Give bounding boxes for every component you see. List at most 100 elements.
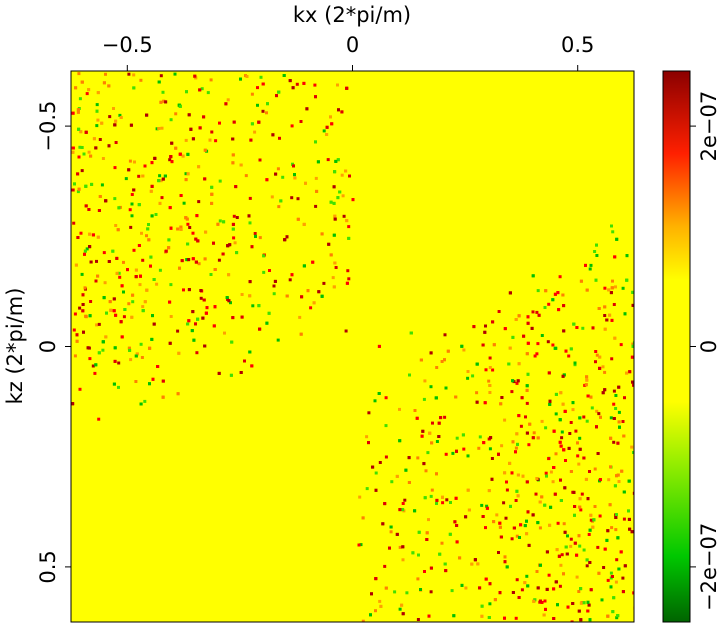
speckle — [526, 372, 530, 376]
speckle — [299, 120, 303, 123]
speckle — [290, 273, 294, 277]
speckle — [437, 421, 441, 425]
speckle — [88, 232, 92, 236]
speckle — [492, 343, 496, 347]
speckle — [430, 441, 434, 445]
speckle — [206, 91, 210, 95]
speckle — [168, 158, 172, 162]
speckle — [204, 311, 208, 315]
speckle — [85, 92, 89, 96]
speckle — [593, 250, 597, 253]
speckle — [509, 504, 512, 508]
speckle — [194, 322, 197, 326]
speckle — [228, 243, 232, 247]
speckle — [401, 612, 405, 616]
speckle — [631, 303, 634, 307]
speckle — [625, 278, 629, 282]
speckle — [196, 317, 200, 321]
speckle — [464, 586, 468, 590]
speckle — [112, 107, 115, 110]
speckle — [127, 302, 131, 306]
speckle — [608, 313, 612, 317]
speckle — [417, 553, 420, 557]
speckle — [430, 488, 434, 492]
speckle — [612, 440, 616, 444]
speckle — [477, 446, 481, 450]
speckle — [150, 337, 154, 341]
speckle — [571, 401, 575, 405]
speckle — [475, 400, 479, 404]
speckle — [152, 322, 156, 326]
speckle — [613, 336, 617, 340]
speckle — [155, 127, 159, 131]
speckle — [411, 551, 415, 555]
speckle — [564, 545, 568, 549]
speckle — [478, 435, 482, 439]
speckle — [567, 354, 571, 358]
speckle — [623, 312, 627, 316]
speckle — [588, 618, 592, 622]
speckle — [609, 571, 613, 575]
speckle — [547, 371, 551, 375]
speckle — [632, 341, 634, 345]
speckle — [143, 399, 147, 403]
speckle — [157, 179, 161, 183]
speckle — [471, 374, 475, 378]
speckle — [612, 596, 616, 600]
speckle — [417, 530, 421, 534]
speckle — [435, 501, 438, 505]
speckle — [577, 590, 581, 593]
speckle — [554, 346, 558, 350]
speckle — [549, 505, 553, 509]
speckle — [523, 581, 527, 585]
speckle — [511, 335, 515, 339]
speckle — [185, 90, 188, 94]
speckle — [632, 591, 634, 595]
speckle — [497, 310, 501, 313]
speckle — [186, 152, 190, 156]
speckle — [225, 296, 229, 299]
speckle — [493, 598, 497, 602]
speckle — [232, 236, 236, 240]
speckle — [610, 526, 614, 530]
speckle — [217, 371, 221, 375]
speckle — [290, 196, 294, 200]
speckle — [302, 222, 306, 226]
speckle — [381, 522, 385, 526]
speckle — [98, 138, 102, 141]
speckle — [285, 294, 289, 298]
speckle — [134, 380, 138, 383]
speckle — [202, 115, 206, 119]
speckle — [578, 505, 582, 509]
speckle — [578, 416, 582, 420]
speckle — [579, 508, 583, 512]
speckle — [467, 508, 471, 512]
speckle — [547, 573, 551, 577]
speckle — [182, 201, 186, 205]
speckle — [130, 193, 134, 196]
speckle — [126, 268, 129, 272]
speckle — [117, 385, 120, 389]
speckle — [578, 544, 582, 548]
speckle — [588, 528, 592, 532]
speckle — [299, 332, 303, 336]
speckle — [561, 374, 565, 378]
speckle — [203, 344, 207, 348]
speckle — [83, 249, 87, 253]
speckle — [562, 448, 566, 452]
speckle — [186, 172, 190, 176]
speckle — [544, 426, 548, 430]
speckle — [274, 172, 278, 176]
speckle — [95, 124, 99, 128]
speckle — [552, 466, 556, 469]
speckle — [525, 574, 529, 578]
speckle — [483, 330, 487, 334]
speckle — [84, 204, 88, 208]
speckle — [96, 235, 100, 239]
speckle — [76, 190, 80, 194]
speckle — [610, 575, 614, 578]
speckle — [511, 379, 515, 383]
speckle — [77, 155, 81, 159]
speckle — [139, 402, 143, 406]
speckle — [184, 138, 188, 142]
